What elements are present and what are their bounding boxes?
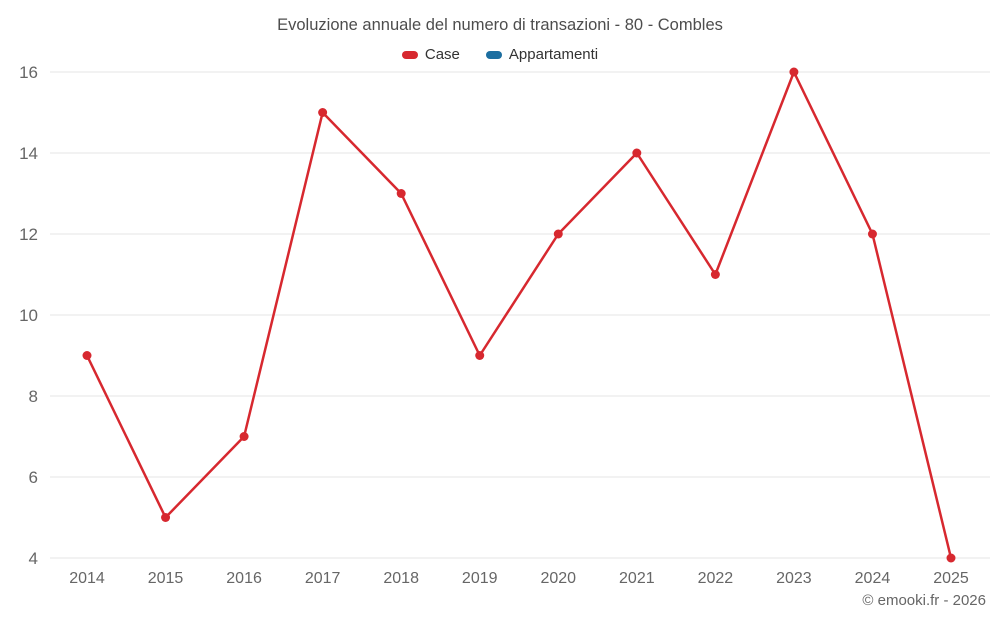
legend-label-case: Case xyxy=(424,46,460,63)
data-point[interactable] xyxy=(475,351,485,360)
data-point[interactable] xyxy=(632,148,642,158)
data-point[interactable] xyxy=(710,270,720,279)
x-tick-label: 2024 xyxy=(855,570,891,587)
data-point[interactable] xyxy=(553,229,563,239)
y-tick-label: 16 xyxy=(19,63,38,82)
y-tick-label: 14 xyxy=(19,144,38,163)
data-point[interactable] xyxy=(318,108,328,117)
legend: Case Appartamenti xyxy=(0,46,1000,63)
x-tick-label: 2025 xyxy=(933,570,969,587)
y-tick-label: 12 xyxy=(19,225,38,244)
x-tick-label: 2014 xyxy=(69,570,105,587)
data-point[interactable] xyxy=(82,351,92,360)
legend-swatch-case-icon xyxy=(401,50,418,59)
y-tick-label: 4 xyxy=(29,549,38,568)
x-tick-label: 2022 xyxy=(698,570,734,587)
data-point[interactable] xyxy=(946,553,956,563)
legend-label-appartamenti: Appartamenti xyxy=(508,46,599,63)
chart-title: Evoluzione annuale del numero di transaz… xyxy=(277,16,723,34)
series-line-case xyxy=(85,70,953,560)
data-point[interactable] xyxy=(396,189,406,198)
x-tick-label: 2018 xyxy=(383,570,419,587)
x-tick-label: 2015 xyxy=(148,570,184,587)
data-point[interactable] xyxy=(161,513,171,522)
x-tick-label: 2021 xyxy=(619,570,655,587)
data-point[interactable] xyxy=(239,432,249,441)
x-tick-label: 2017 xyxy=(305,570,341,587)
y-tick-label: 10 xyxy=(19,306,38,325)
x-tick-label: 2019 xyxy=(462,570,498,587)
x-tick-label: 2020 xyxy=(540,570,576,587)
legend-swatch-appartamenti-icon xyxy=(485,50,502,59)
x-tick-label: 2023 xyxy=(776,570,812,587)
legend-item-appartamenti[interactable]: Appartamenti xyxy=(485,46,599,63)
y-tick-label: 8 xyxy=(29,387,38,406)
chart-credit: © emooki.fr - 2026 xyxy=(862,592,986,609)
data-point[interactable] xyxy=(789,67,799,77)
y-tick-label: 6 xyxy=(29,468,38,487)
data-point[interactable] xyxy=(867,229,877,239)
legend-item-case[interactable]: Case xyxy=(401,46,460,63)
x-tick-label: 2016 xyxy=(226,570,262,587)
